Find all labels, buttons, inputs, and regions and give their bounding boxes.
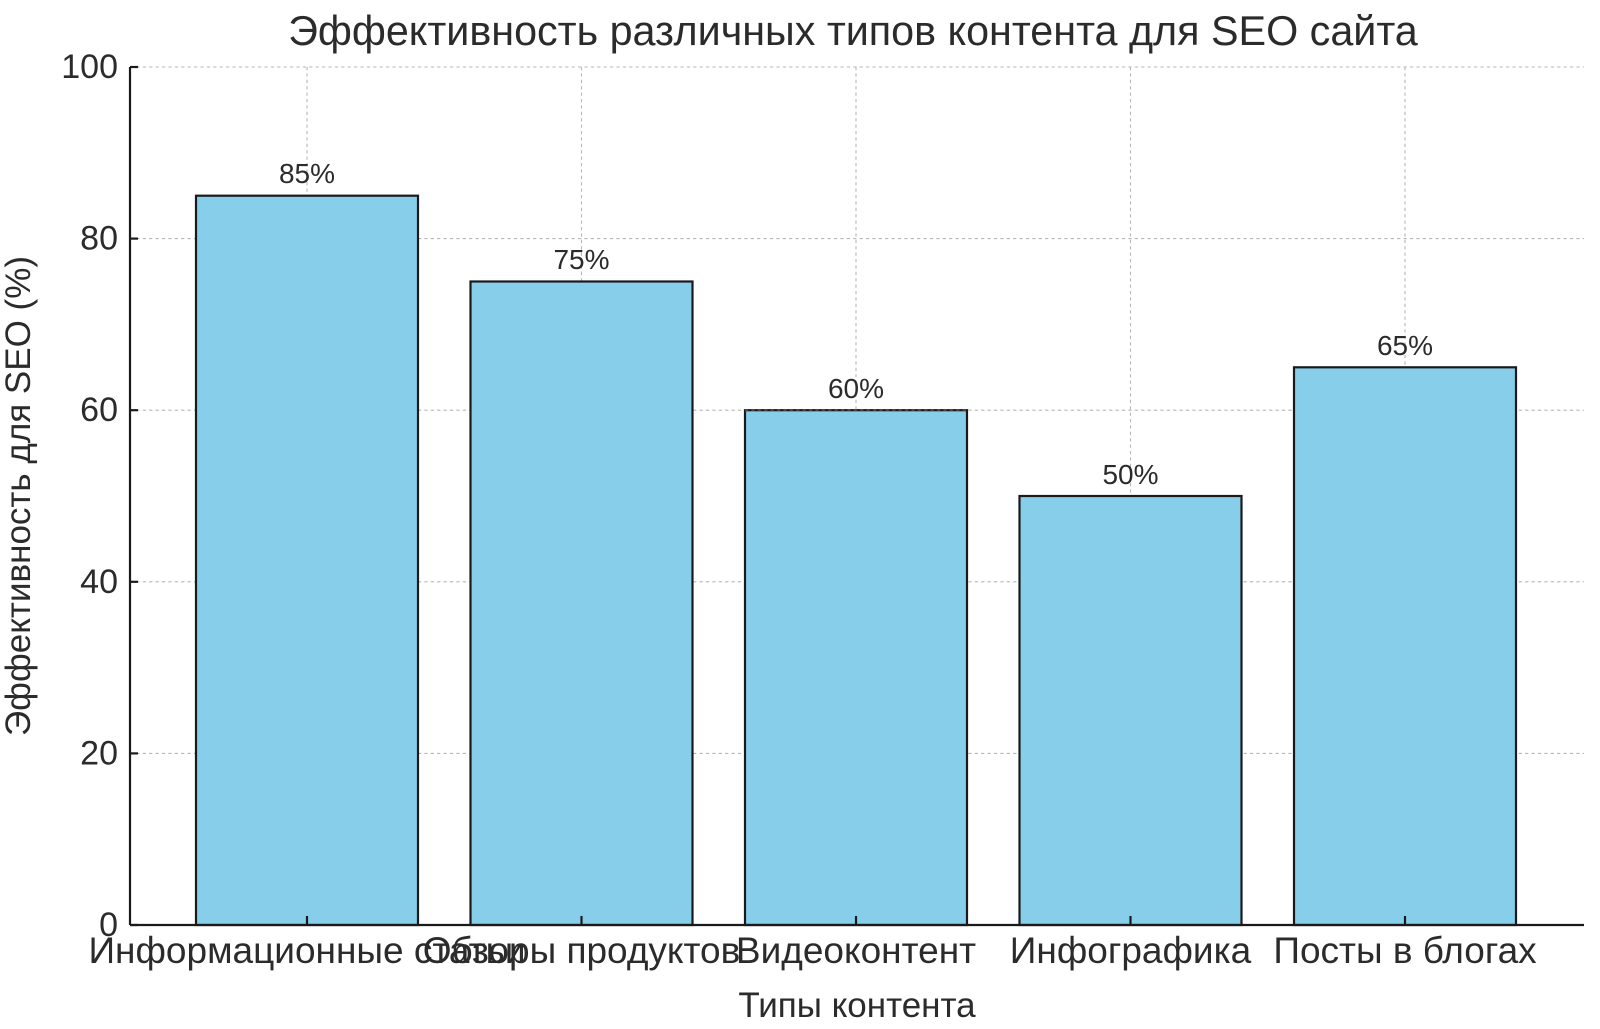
svg-text:85%: 85% (279, 158, 335, 189)
svg-text:50%: 50% (1102, 459, 1158, 490)
svg-text:Типы контента: Типы контента (738, 986, 976, 1025)
svg-text:80: 80 (80, 220, 118, 258)
svg-text:60%: 60% (828, 373, 884, 404)
svg-text:40: 40 (80, 563, 118, 601)
svg-text:20: 20 (80, 734, 118, 772)
svg-text:Эффективность различных типов: Эффективность различных типов контента д… (288, 8, 1418, 54)
svg-text:Видеоконтент: Видеоконтент (736, 930, 976, 971)
svg-text:Эффективность для SEO (%): Эффективность для SEO (%) (0, 256, 38, 736)
svg-text:100: 100 (61, 48, 118, 86)
svg-text:Инфографика: Инфографика (1010, 930, 1252, 971)
svg-text:60: 60 (80, 391, 118, 429)
svg-text:Обзоры продуктов: Обзоры продуктов (423, 930, 741, 971)
svg-text:65%: 65% (1377, 330, 1433, 361)
svg-text:Посты в блогах: Посты в блогах (1273, 930, 1537, 971)
svg-text:75%: 75% (553, 244, 609, 275)
